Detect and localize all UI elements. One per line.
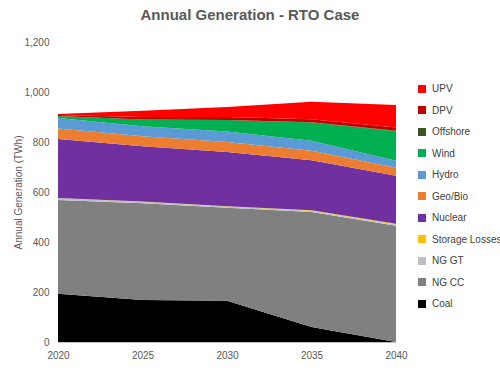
svg-text:2020: 2020	[47, 350, 70, 361]
svg-text:200: 200	[33, 287, 50, 298]
svg-text:2030: 2030	[216, 350, 239, 361]
html-text:NG GT: NG GT	[432, 255, 464, 267]
html-text:Nuclear: Nuclear	[432, 212, 467, 224]
html-text:Hydro: Hydro	[432, 169, 459, 181]
svg-text:800: 800	[33, 137, 50, 148]
svg-text:2035: 2035	[301, 350, 324, 361]
svg-text:0: 0	[44, 337, 50, 348]
svg-text:2040: 2040	[385, 350, 408, 361]
html-text:Annual Generation - RTO Case: Annual Generation - RTO Case	[140, 6, 360, 23]
svg-text:600: 600	[33, 187, 50, 198]
svg-text:400: 400	[33, 237, 50, 248]
svg-text:1,000: 1,000	[24, 87, 49, 98]
html-text:NG CC: NG CC	[432, 276, 465, 288]
html-text:Wind: Wind	[432, 147, 455, 159]
html-text:UPV: UPV	[432, 83, 453, 95]
svg-text:2025: 2025	[132, 350, 155, 361]
html-text:Coal: Coal	[432, 298, 453, 310]
html-text:Geo/Bio: Geo/Bio	[432, 190, 469, 202]
svg-text:Annual Generation (TWh): Annual Generation (TWh)	[13, 136, 24, 250]
svg-text:1,200: 1,200	[24, 37, 49, 48]
html-text:DPV: DPV	[432, 104, 453, 116]
html-text:Offshore: Offshore	[432, 126, 471, 138]
